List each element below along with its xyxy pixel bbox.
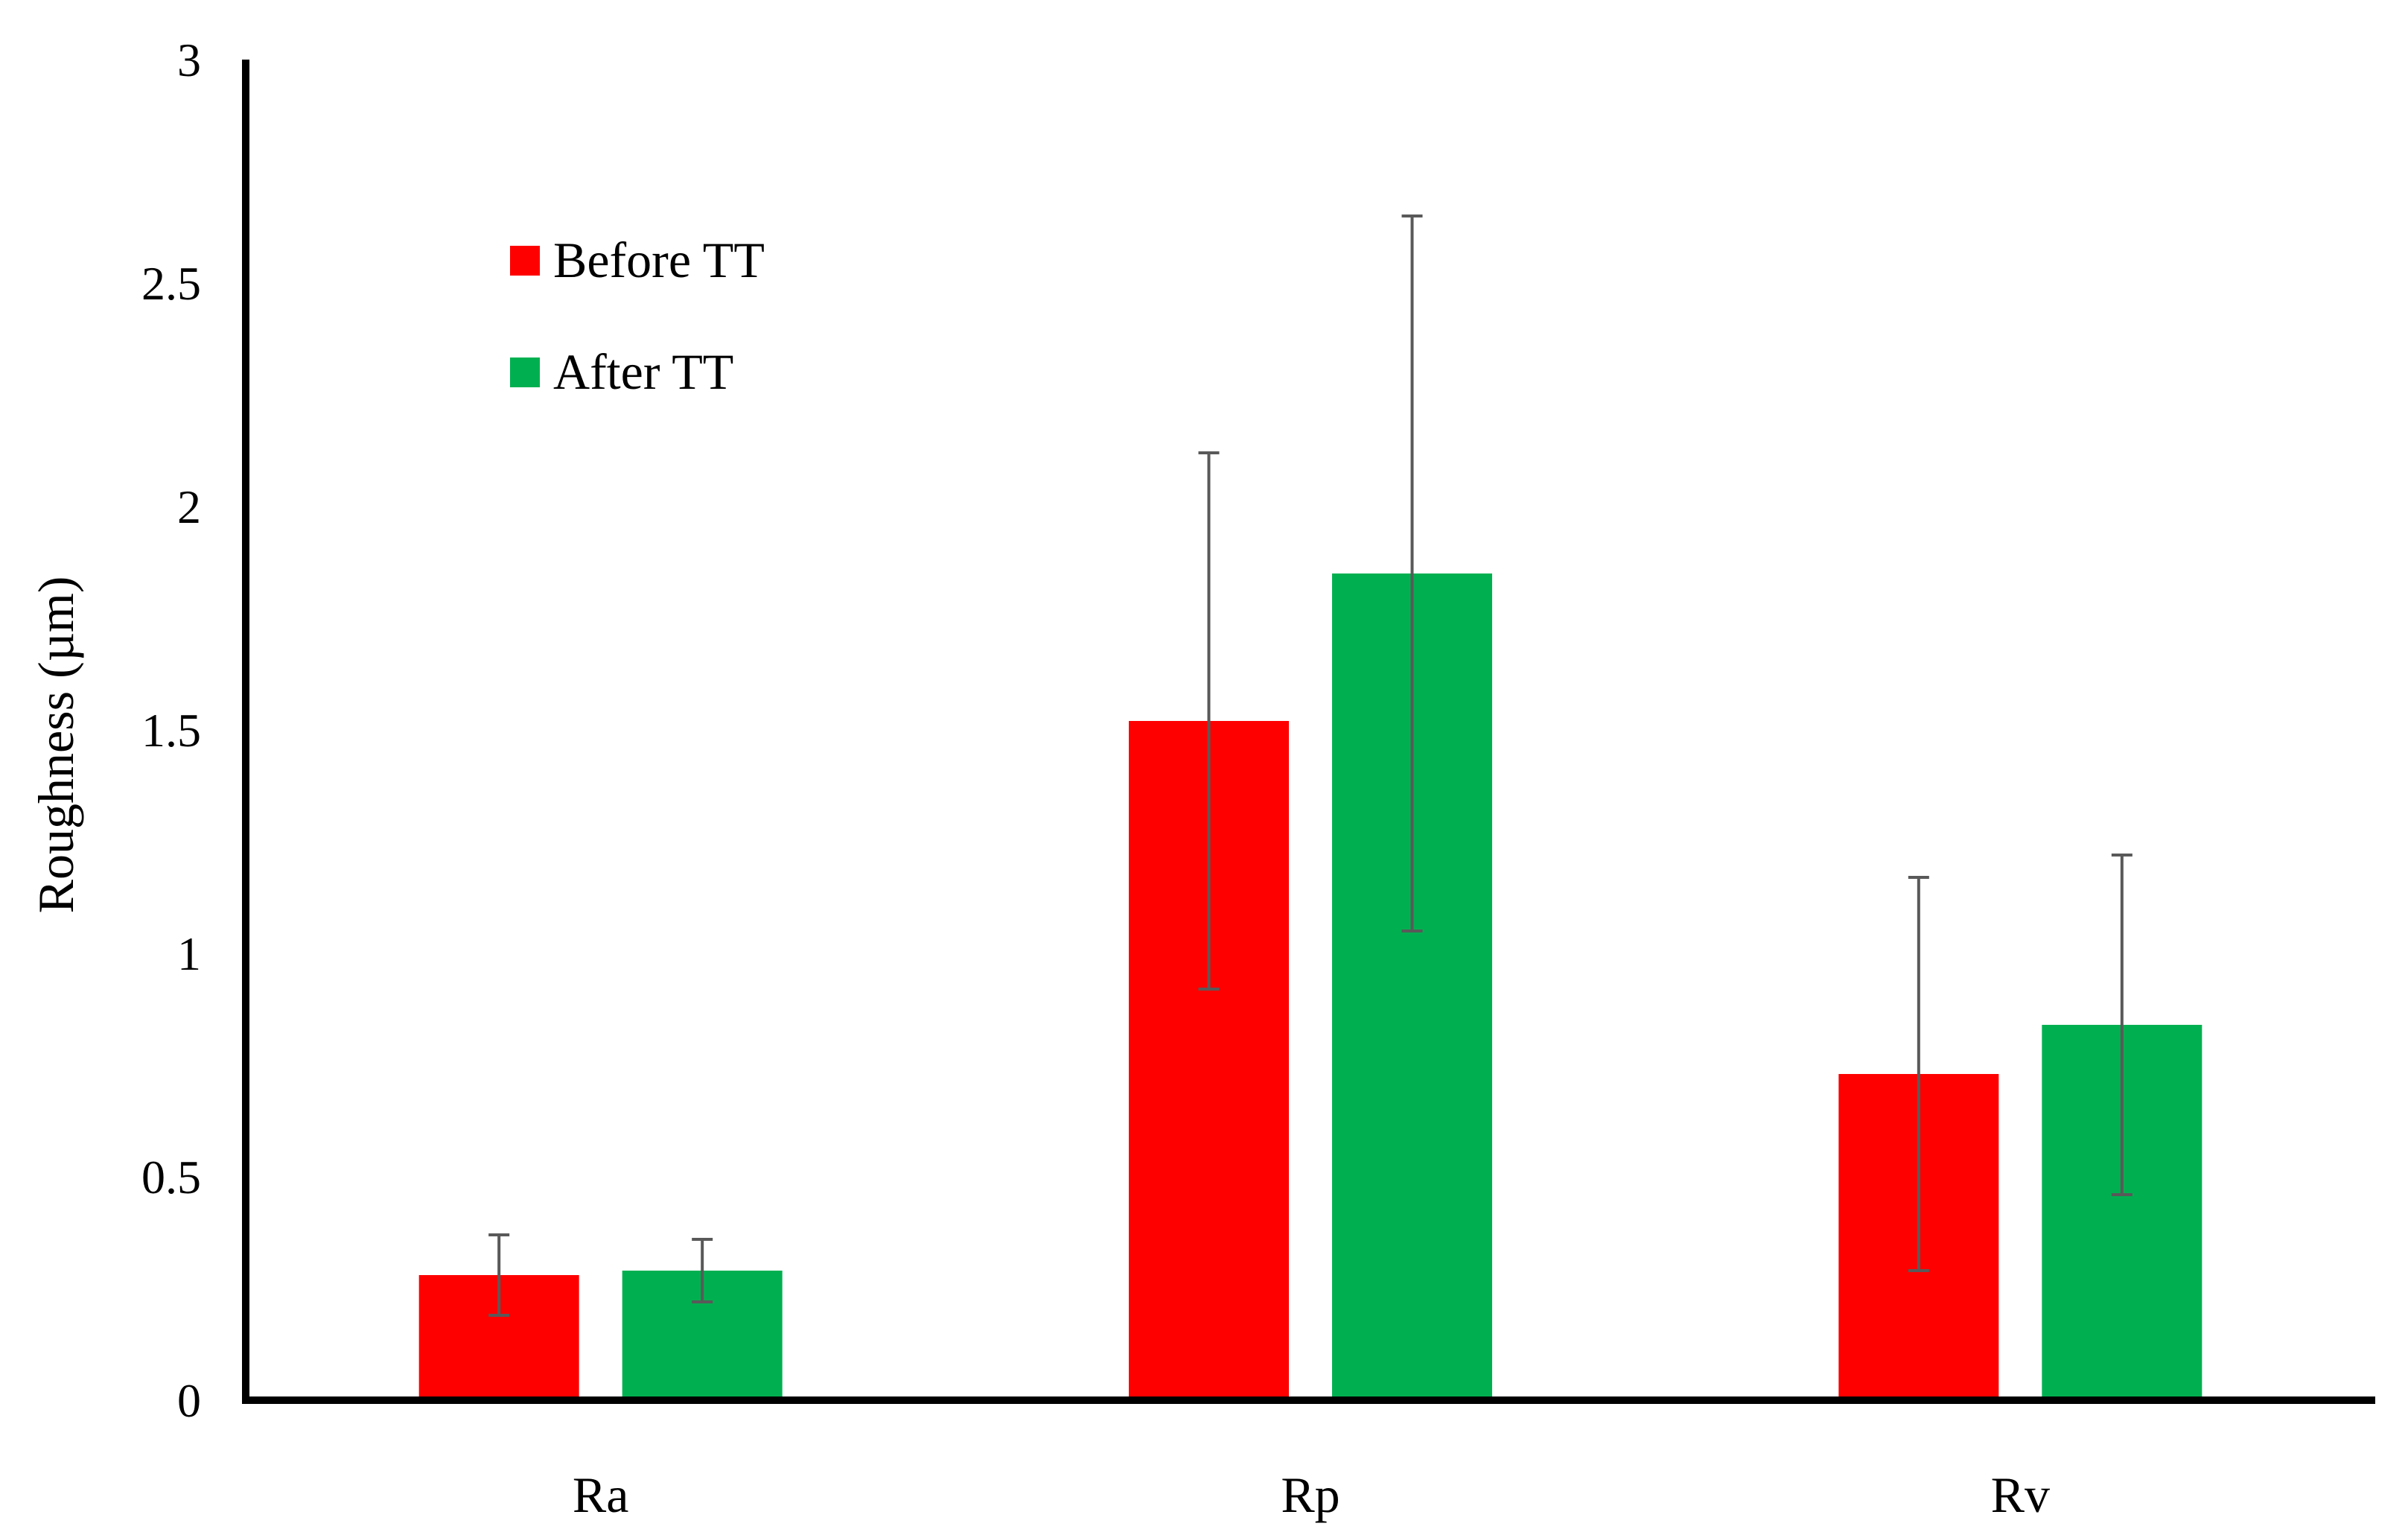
error-bar-rv-after: [2111, 854, 2133, 1196]
legend-swatch: [510, 246, 540, 276]
error-bars-layer: [488, 215, 2133, 1317]
y-tick-label: 0: [177, 1374, 201, 1427]
y-tick-label: 1.5: [141, 704, 201, 757]
legend-label: After TT: [553, 343, 733, 400]
x-tick-label: Rp: [1281, 1466, 1340, 1523]
error-bar-rp-before: [1198, 451, 1220, 991]
legend-swatch: [510, 358, 540, 387]
error-bar-rp-after: [1401, 215, 1423, 932]
axes-layer: [242, 60, 2375, 1404]
y-tick-label: 1: [177, 927, 201, 980]
legend-label: Before TT: [553, 232, 765, 288]
tick-labels-layer: Ra Rp Rv 0 0.5 1 1.5 2 2.5 3: [141, 34, 2050, 1523]
y-tick-label: 2.5: [141, 257, 201, 310]
error-bar-ra-before: [488, 1233, 510, 1317]
error-bar-rv-before: [1908, 876, 1929, 1272]
legend: Before TT After TT: [510, 232, 765, 400]
y-tick-label: 2: [177, 480, 201, 533]
legend-entry-after-tt: After TT: [510, 343, 733, 400]
x-tick-label: Rv: [1991, 1466, 2050, 1523]
bars-layer: [418, 573, 2202, 1400]
x-tick-label: Ra: [573, 1466, 629, 1523]
error-bar-ra-after: [692, 1238, 713, 1303]
y-tick-label: 0.5: [141, 1151, 201, 1204]
legend-entry-before-tt: Before TT: [510, 232, 765, 288]
y-tick-label: 3: [177, 34, 201, 86]
y-axis-label: Roughness (µm): [28, 576, 84, 914]
